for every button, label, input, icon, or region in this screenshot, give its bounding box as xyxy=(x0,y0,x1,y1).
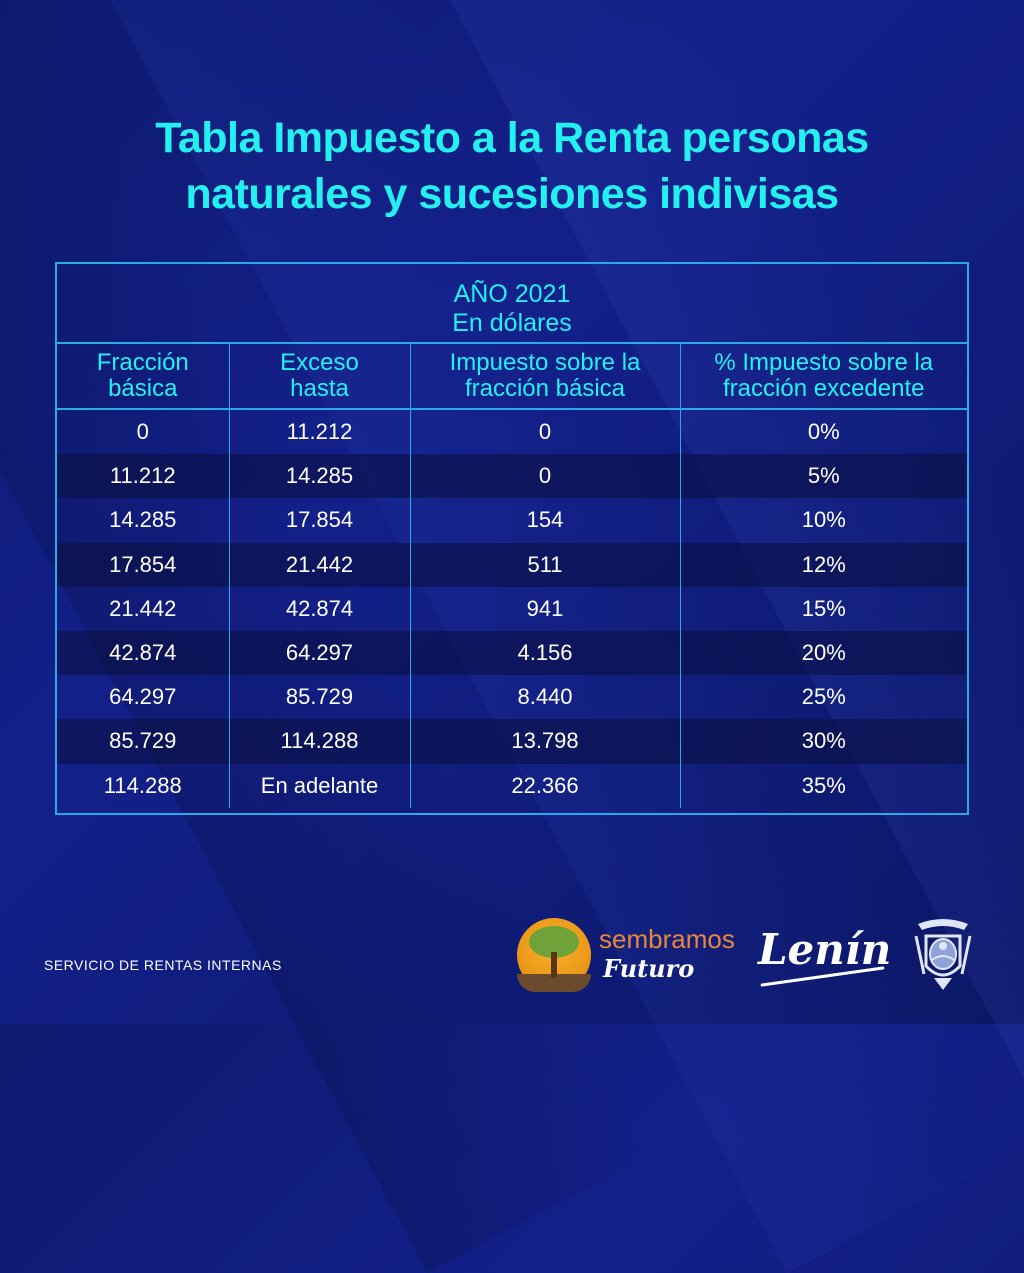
cell-impuesto-basica: 13.798 xyxy=(410,719,681,764)
cell-impuesto-basica: 0 xyxy=(410,454,681,499)
cell-porcentaje: 12% xyxy=(680,542,967,587)
tax-table: AÑO 2021 En dólares Fracción básica Exces… xyxy=(55,262,969,815)
cell-exceso-hasta: 64.297 xyxy=(229,630,411,676)
table-row: 21.442 42.874 941 15% xyxy=(57,586,967,631)
cell-fraccion-basica: 11.212 xyxy=(57,454,230,499)
table-row: 42.874 64.297 4.156 20% xyxy=(57,630,967,676)
cell-exceso-hasta: 42.874 xyxy=(229,586,411,631)
tree-logo-icon xyxy=(517,918,591,992)
table-row: 85.729 114.288 13.798 30% xyxy=(57,719,967,764)
cell-porcentaje: 35% xyxy=(801,772,846,798)
cell-porcentaje: 30% xyxy=(680,719,967,764)
cell-fraccion-basica: 64.297 xyxy=(57,675,230,720)
organization-name: SERVICIO DE RENTAS INTERNAS xyxy=(44,957,282,973)
table-row: 17.854 21.442 511 12% xyxy=(57,542,967,587)
cell-exceso-hasta: En adelante xyxy=(229,763,411,808)
cell-impuesto-basica: 0 xyxy=(410,409,681,455)
tax-brackets-table: Fracción básica Exceso hasta Impuesto sobr… xyxy=(57,344,967,808)
cell-fraccion-basica: 21.442 xyxy=(57,586,230,631)
cell-impuesto-basica: 154 xyxy=(410,498,681,543)
cell-exceso-hasta: 114.288 xyxy=(229,719,411,764)
futuro-text: Futuro xyxy=(603,954,695,983)
sembramos-text: sembramos xyxy=(599,924,735,954)
cell-porcentaje: 10% xyxy=(801,507,846,533)
cell-exceso-hasta: 17.854 xyxy=(229,498,411,543)
cell-porcentaje: 0% xyxy=(807,419,840,445)
table-row: 11.212 14.285 0 5% xyxy=(57,454,967,499)
cell-fraccion-basica: 42.874 xyxy=(57,630,230,676)
cell-fraccion-basica: 0 xyxy=(57,409,230,455)
title-line-1: Tabla Impuesto a la Renta personas xyxy=(155,114,869,162)
cell-impuesto-basica: 22.366 xyxy=(410,763,681,808)
cell-porcentaje: 5% xyxy=(680,454,967,499)
cell-exceso-hasta: 14.285 xyxy=(229,454,411,499)
cell-porcentaje: 25% xyxy=(801,684,846,710)
year-label: AÑO 2021 xyxy=(453,280,571,308)
table-row: 14.285 17.854 154 10% xyxy=(57,498,967,543)
ecuador-coat-of-arms-icon xyxy=(908,914,978,994)
cell-impuesto-basica: 8.440 xyxy=(410,675,681,720)
cell-porcentaje: 15% xyxy=(801,595,846,621)
cell-exceso-hasta: 11.212 xyxy=(229,409,411,455)
header-impuesto-fraccion-basica: Impuesto sobre la fracción básica xyxy=(410,344,681,410)
currency-label: En dólares xyxy=(452,309,572,337)
cell-impuesto-basica: 511 xyxy=(410,542,681,587)
header-porcentaje-excedente: % Impuesto sobre la fracción excedente xyxy=(680,344,967,410)
table-header-row: Fracción básica Exceso hasta Impuesto sobr… xyxy=(57,344,967,410)
header-fraccion-basica: Fracción básica xyxy=(57,344,230,410)
table-row: 114.288 En adelante 22.366 35% xyxy=(57,763,967,808)
cell-impuesto-basica: 941 xyxy=(410,586,681,631)
sembramos-futuro-logo: sembramos Futuro xyxy=(517,918,737,996)
page-title: Tabla Impuesto a la Renta personas natur… xyxy=(0,110,1024,222)
cell-porcentaje: 20% xyxy=(680,630,967,676)
cell-fraccion-basica: 17.854 xyxy=(57,542,230,587)
cell-exceso-hasta: 85.729 xyxy=(229,675,411,720)
cell-impuesto-basica: 4.156 xyxy=(410,630,681,676)
table-row: 64.297 85.729 8.440 25% xyxy=(57,675,967,720)
title-line-2: naturales y sucesiones indivisas xyxy=(185,170,839,218)
table-caption: AÑO 2021 En dólares xyxy=(57,264,967,344)
cell-fraccion-basica: 14.285 xyxy=(57,498,230,543)
cell-fraccion-basica: 114.288 xyxy=(57,763,230,808)
table-row: 0 11.212 0 0% xyxy=(57,409,967,455)
cell-exceso-hasta: 21.442 xyxy=(229,542,411,587)
lenin-signature-logo: Lenín xyxy=(758,925,892,974)
cell-fraccion-basica: 85.729 xyxy=(57,719,230,764)
header-exceso-hasta: Exceso hasta xyxy=(229,344,411,410)
